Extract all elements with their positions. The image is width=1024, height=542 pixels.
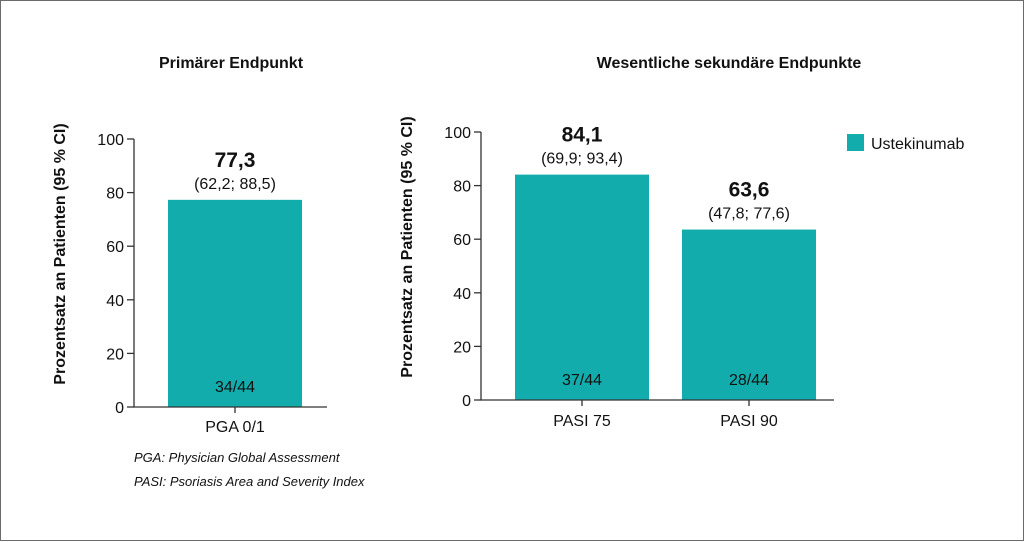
bar-value-label: 84,1 — [562, 124, 603, 147]
y-tick-label: 40 — [453, 286, 471, 303]
bar-ci-label: (69,9; 93,4) — [541, 151, 623, 168]
y-tick-label: 0 — [115, 400, 124, 417]
panel-title-primary: Primärer Endpunkt — [159, 55, 304, 72]
legend-swatch — [847, 134, 864, 151]
bar — [682, 229, 816, 400]
y-tick-label: 60 — [106, 239, 124, 256]
bar-count-label: 37/44 — [562, 372, 602, 389]
y-ticks-secondary: 0 20 40 60 80 100 — [444, 125, 481, 410]
bar — [168, 199, 302, 407]
bar-labels-secondary: 84,1 (69,9; 93,4) 37/44 63,6 (47,8; 77,6) 28/… — [541, 124, 790, 389]
bar-value-label: 63,6 — [729, 179, 770, 202]
x-category-label: PASI 75 — [553, 413, 611, 430]
panel-secondary: Wesentliche sekundäre Endpunkte Prozents… — [399, 55, 861, 430]
legend: Ustekinumab — [847, 134, 964, 153]
panel-primary: Primärer Endpunkt Prozentsatz an Patient… — [52, 55, 327, 436]
y-tick-label: 60 — [453, 232, 471, 249]
y-tick-label: 80 — [106, 186, 124, 203]
y-tick-label: 100 — [97, 132, 124, 149]
x-categories-primary: PGA 0/1 — [205, 407, 265, 436]
x-category-label: PGA 0/1 — [205, 419, 265, 436]
y-axis-label-secondary: Prozentsatz an Patienten (95 % CI) — [399, 116, 416, 377]
bars-secondary — [515, 174, 816, 400]
footnote-pga: PGA: Physician Global Assessment — [134, 450, 341, 465]
y-tick-label: 40 — [106, 293, 124, 310]
panel-title-secondary: Wesentliche sekundäre Endpunkte — [597, 55, 862, 72]
axes-secondary — [480, 132, 834, 401]
axes-primary — [133, 139, 327, 408]
y-tick-label: 20 — [106, 346, 124, 363]
legend-label: Ustekinumab — [871, 136, 964, 153]
x-categories-secondary: PASI 75 PASI 90 — [553, 400, 778, 430]
bar-count-label: 34/44 — [215, 379, 255, 396]
y-tick-label: 0 — [462, 393, 471, 410]
y-tick-label: 80 — [453, 179, 471, 196]
y-ticks-primary: 0 20 40 60 80 100 — [97, 132, 134, 417]
y-tick-label: 20 — [453, 339, 471, 356]
bar-labels-primary: 77,3 (62,2; 88,5) 34/44 — [194, 149, 276, 396]
bars-primary — [168, 199, 302, 407]
y-axis-label-primary: Prozentsatz an Patienten (95 % CI) — [52, 123, 69, 384]
y-tick-label: 100 — [444, 125, 471, 142]
bar-ci-label: (62,2; 88,5) — [194, 176, 276, 193]
bar-value-label: 77,3 — [215, 149, 256, 172]
bar-ci-label: (47,8; 77,6) — [708, 206, 790, 223]
bar-count-label: 28/44 — [729, 372, 769, 389]
footnote-pasi: PASI: Psoriasis Area and Severity Index — [134, 474, 365, 489]
x-category-label: PASI 90 — [720, 413, 778, 430]
bar — [515, 174, 649, 400]
